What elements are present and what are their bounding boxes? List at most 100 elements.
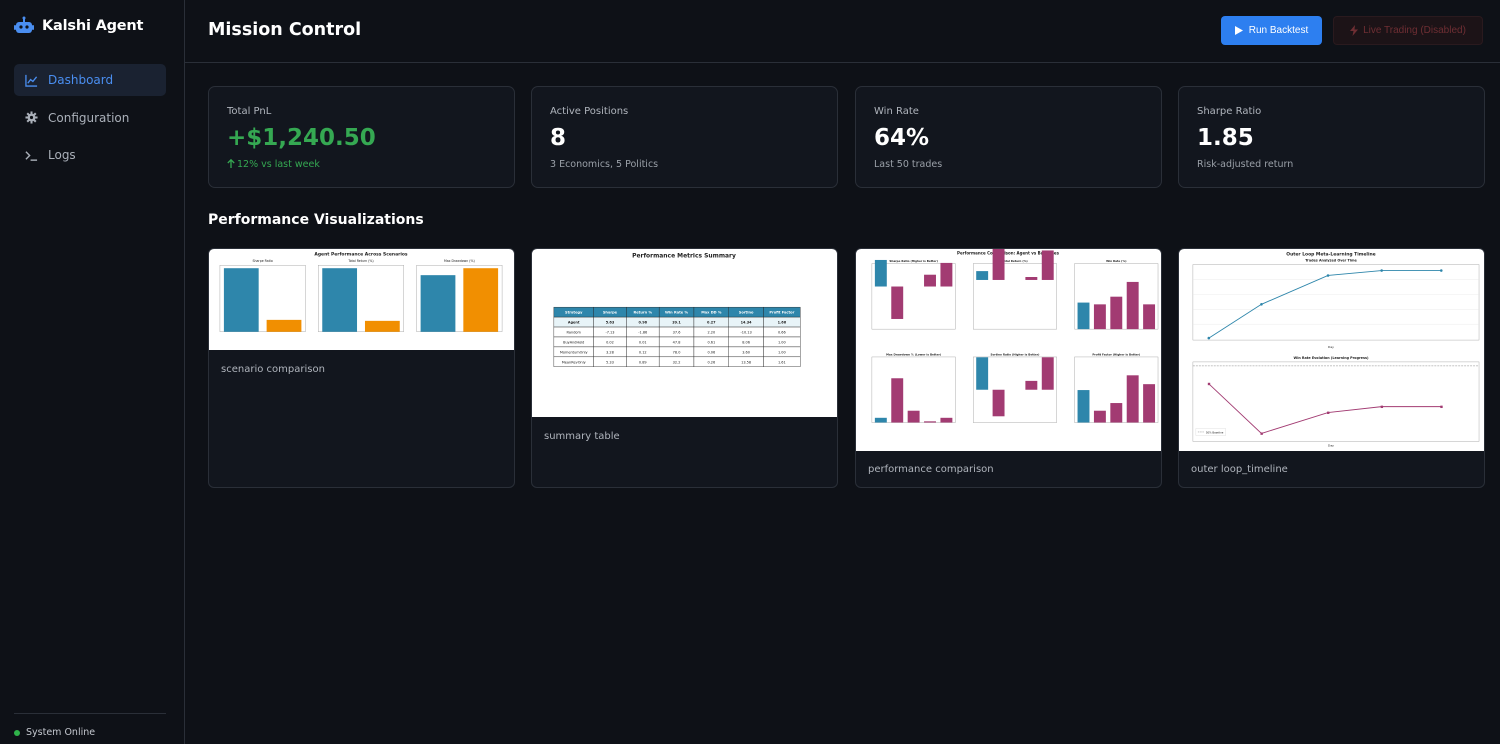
run-backtest-button[interactable]: Run Backtest (1221, 16, 1322, 45)
chart-bar (976, 357, 989, 390)
table-cell: 3.60 (742, 350, 750, 354)
table-cell: 32.2 (673, 360, 681, 364)
chart-bar (940, 417, 953, 423)
table-header-cell: Strategy (565, 311, 583, 315)
chart-bar (1093, 304, 1106, 330)
table-cell: 5.63 (606, 321, 615, 325)
panel-title: Sharpe Ratio (Higher is Better) (889, 259, 938, 263)
sidebar-item-label: Dashboard (48, 73, 114, 87)
stat-sub-text: 12% vs last week (237, 159, 320, 170)
scenario-comparison-image: Agent Performance Across Scenarios Sharp… (209, 249, 514, 350)
figure-title: Outer Loop Meta-Learning Timeline (1286, 252, 1375, 258)
table-header-cell: Return % (634, 311, 653, 315)
robot-icon (14, 16, 34, 33)
bolt-icon (1350, 25, 1359, 36)
table-cell: 1.00 (778, 340, 786, 344)
sidebar-item-logs[interactable]: Logs (14, 139, 166, 171)
table-cell: 0.26 (707, 360, 715, 364)
panel-title: Trades Analyzed Over Time (1305, 259, 1357, 263)
table-cell: 0.02 (606, 340, 614, 344)
live-trading-button[interactable]: Live Trading (Disabled) (1333, 16, 1483, 45)
table-cell: MeanRevOnly (562, 360, 586, 364)
table-header-cell: Sortino (739, 311, 754, 315)
table-cell: 5.33 (606, 360, 614, 364)
table-cell: 13.58 (741, 360, 751, 364)
stat-card-win-rate: Win Rate 64% Last 50 trades (855, 86, 1162, 188)
chart-line-icon (25, 74, 38, 87)
table-cell: 37.6 (673, 330, 681, 334)
viz-card-summary-table[interactable]: Performance Metrics Summary Strategy Shar… (531, 248, 838, 488)
stat-label: Active Positions (550, 106, 629, 117)
status-text: System Online (26, 727, 96, 738)
panel-title: Win Rate Evolution (Learning Progress) (1294, 356, 1369, 360)
sidebar-item-dashboard[interactable]: Dashboard (14, 64, 166, 96)
sidebar-item-configuration[interactable]: Configuration (14, 102, 166, 134)
table-cell: MomentumOnly (560, 350, 588, 354)
legend-label: 50% Baseline (1206, 430, 1224, 434)
panel-title: Sortino Ratio (Higher is Better) (991, 352, 1041, 356)
page-title: Mission Control (208, 20, 362, 40)
play-icon (1234, 26, 1243, 35)
sidebar: Kalshi Agent Dashboard Configuration (0, 0, 185, 744)
chart-bar (1143, 384, 1156, 423)
chart-bar (992, 249, 1005, 280)
chart-bar (976, 271, 989, 280)
chart-bar (1110, 403, 1123, 423)
chart-bar (1077, 302, 1090, 330)
sidebar-item-label: Logs (48, 148, 76, 162)
stat-value: 8 (550, 125, 567, 151)
stat-card-active-positions: Active Positions 8 3 Economics, 5 Politi… (531, 86, 838, 188)
chart-bar (992, 389, 1005, 417)
table-cell: 3.28 (606, 350, 614, 354)
stat-label: Total PnL (227, 106, 272, 117)
panel-title: Win Rate (%) (1106, 259, 1127, 263)
sidebar-divider (14, 713, 166, 714)
chart-bar (891, 286, 904, 319)
stat-card-sharpe-ratio: Sharpe Ratio 1.85 Risk-adjusted return (1178, 86, 1485, 188)
stat-label: Sharpe Ratio (1197, 106, 1262, 117)
panel-title: Total Return (%) (347, 259, 373, 263)
table-cell: 39.1 (672, 321, 681, 325)
table-header-cell: Profit Factor (769, 311, 794, 315)
chart-bar (1041, 250, 1054, 280)
viz-card-scenario-comparison[interactable]: Agent Performance Across Scenarios Sharp… (208, 248, 515, 488)
brand[interactable]: Kalshi Agent (14, 16, 143, 36)
chart-bar (1126, 375, 1139, 423)
viz-caption: summary table (544, 431, 620, 442)
live-trading-label: Live Trading (Disabled) (1363, 25, 1466, 36)
stat-card-total-pnl: Total PnL +$1,240.50 12% vs last week (208, 86, 515, 188)
viz-card-performance-comparison[interactable]: Performance Comparison: Agent vs Baselin… (855, 248, 1162, 488)
table-cell: 0.01 (639, 340, 647, 344)
chart-bar (924, 274, 936, 287)
panel-title: Max Drawdown % (Lower is Better) (886, 352, 942, 356)
stat-value: +$1,240.50 (227, 125, 376, 151)
table-cell: 0.61 (707, 340, 715, 344)
chart-bar (891, 378, 904, 423)
arrow-up-icon (227, 158, 235, 168)
figure-title: Agent Performance Across Scenarios (314, 251, 408, 257)
table-cell: 1.00 (778, 350, 786, 354)
table-cell: 0.66 (778, 330, 786, 334)
table-cell: 0.06 (707, 350, 715, 354)
panel-title: Sharpe Ratio (252, 259, 272, 263)
outer-loop-timeline-image: Outer Loop Meta-Learning Timeline Trades… (1179, 249, 1484, 451)
x-axis-label: Day (1328, 345, 1334, 349)
viz-caption: scenario comparison (221, 364, 325, 375)
table-cell: -7.13 (605, 330, 614, 334)
section-title: Performance Visualizations (208, 212, 424, 228)
table-cell: 14.34 (741, 321, 753, 325)
table-cell: 0.12 (639, 350, 647, 354)
sidebar-nav: Dashboard Configuration Logs (14, 64, 166, 177)
chart-bar (1126, 281, 1139, 330)
viz-caption: performance comparison (868, 464, 994, 475)
summary-table-image: Performance Metrics Summary Strategy Shar… (532, 249, 837, 417)
stat-sub: 12% vs last week (227, 158, 320, 170)
table-cell: Random (567, 330, 582, 334)
chart-bar (1025, 380, 1038, 390)
chart-bar (1093, 410, 1106, 423)
chart-bar (940, 262, 953, 287)
run-backtest-label: Run Backtest (1248, 25, 1309, 36)
chart-bar (924, 421, 936, 423)
chart-bar (1143, 304, 1156, 330)
viz-card-outer-loop-timeline[interactable]: Outer Loop Meta-Learning Timeline Trades… (1178, 248, 1485, 488)
